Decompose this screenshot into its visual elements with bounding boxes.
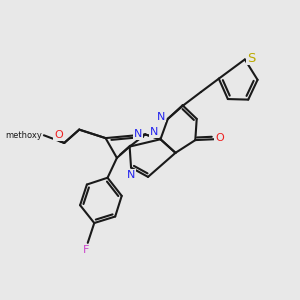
Text: O: O bbox=[215, 133, 224, 143]
Text: F: F bbox=[83, 245, 89, 255]
Text: O: O bbox=[54, 130, 63, 140]
Text: N: N bbox=[157, 112, 166, 122]
Text: N: N bbox=[127, 170, 135, 180]
Text: N: N bbox=[150, 127, 158, 137]
Text: O: O bbox=[54, 130, 63, 140]
Text: S: S bbox=[247, 52, 256, 64]
Text: N: N bbox=[134, 129, 142, 140]
Text: methoxy: methoxy bbox=[6, 131, 43, 140]
Bar bbox=[16, 130, 58, 147]
